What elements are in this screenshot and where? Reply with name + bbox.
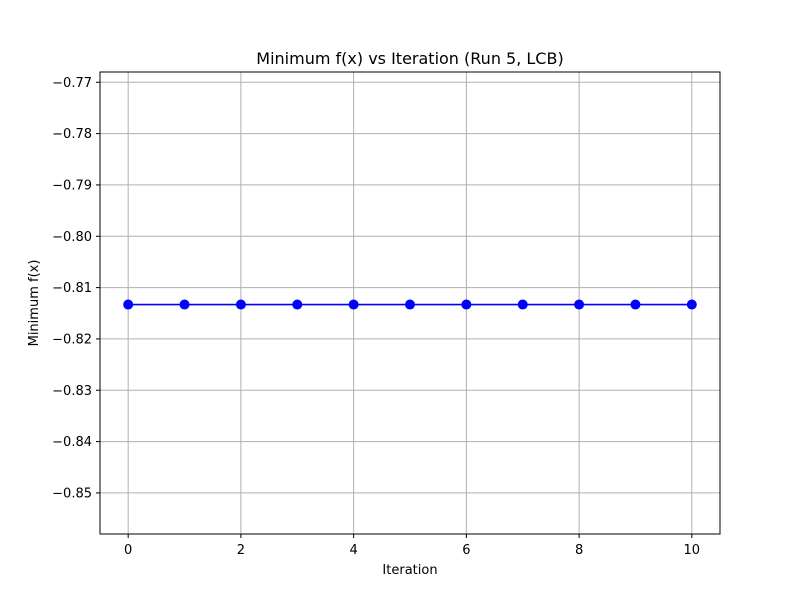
x-axis-ticks: 0 2 4 6 8 10 — [124, 534, 700, 558]
data-point — [123, 299, 134, 310]
y-tick-label: −0.82 — [52, 332, 92, 347]
y-tick-label: −0.77 — [52, 76, 92, 91]
plot-area-frame — [99, 71, 721, 535]
data-point — [405, 299, 415, 310]
data-point — [348, 299, 359, 310]
data-point — [292, 299, 303, 310]
x-axis-title: Iteration — [382, 563, 437, 578]
y-axis-ticks: −0.85 −0.84 −0.83 −0.82 −0.81 −0.80 −0.79 −0.78… — [52, 76, 100, 501]
data-point — [574, 299, 585, 310]
y-tick-label: −0.79 — [52, 178, 92, 193]
x-tick-label: 4 — [349, 543, 357, 558]
y-tick-label: −0.78 — [52, 127, 92, 142]
data-point — [686, 299, 697, 310]
series-group — [123, 299, 697, 310]
x-tick-label: 0 — [124, 543, 132, 558]
data-point — [630, 299, 641, 310]
y-tick-label: −0.81 — [52, 281, 92, 296]
data-point — [235, 299, 246, 310]
x-tick-label: 2 — [237, 543, 245, 558]
y-axis-title: Minimum f(x) — [27, 260, 42, 347]
y-tick-label: −0.84 — [52, 435, 92, 450]
y-tick-label: −0.80 — [52, 230, 92, 245]
y-tick-label: −0.83 — [52, 384, 92, 399]
x-tick-label: 8 — [575, 543, 583, 558]
chart-title: Minimum f(x) vs Iteration (Run 5, LCB) — [256, 49, 563, 68]
data-point — [179, 299, 190, 310]
x-tick-label: 6 — [462, 543, 470, 558]
x-tick-label: 10 — [684, 543, 701, 558]
data-point — [461, 299, 472, 310]
y-tick-label: −0.85 — [52, 486, 92, 501]
data-point — [517, 299, 528, 310]
